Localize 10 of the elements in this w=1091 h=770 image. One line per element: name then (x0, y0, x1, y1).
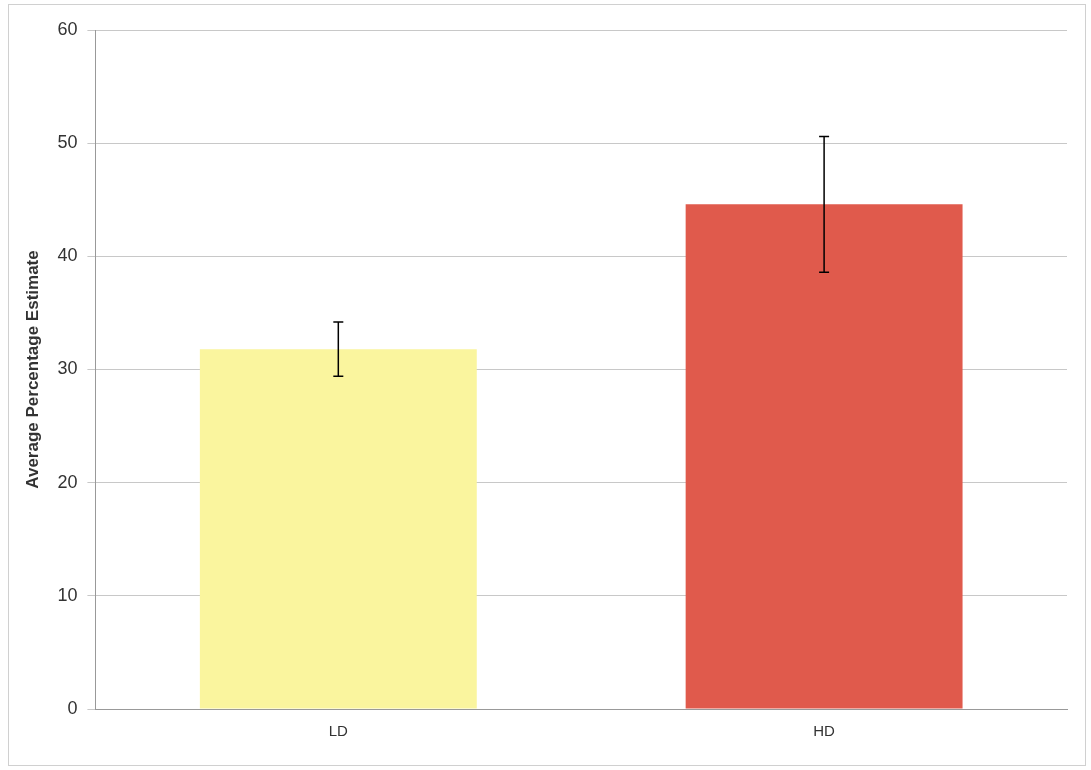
y-tick-label: 0 (67, 697, 78, 718)
y-tick-label: 30 (57, 358, 78, 379)
x-tick-label: LD (328, 722, 349, 740)
y-tick-label: 60 (57, 18, 78, 39)
y-tick-label: 10 (57, 584, 78, 605)
y-tick-label: 40 (57, 245, 78, 266)
y-axis-title: Average Percentage Estimate (22, 250, 42, 489)
y-tick-label: 20 (57, 471, 78, 492)
x-tick-label: HD (813, 722, 836, 740)
y-tick-label: 50 (57, 132, 78, 153)
